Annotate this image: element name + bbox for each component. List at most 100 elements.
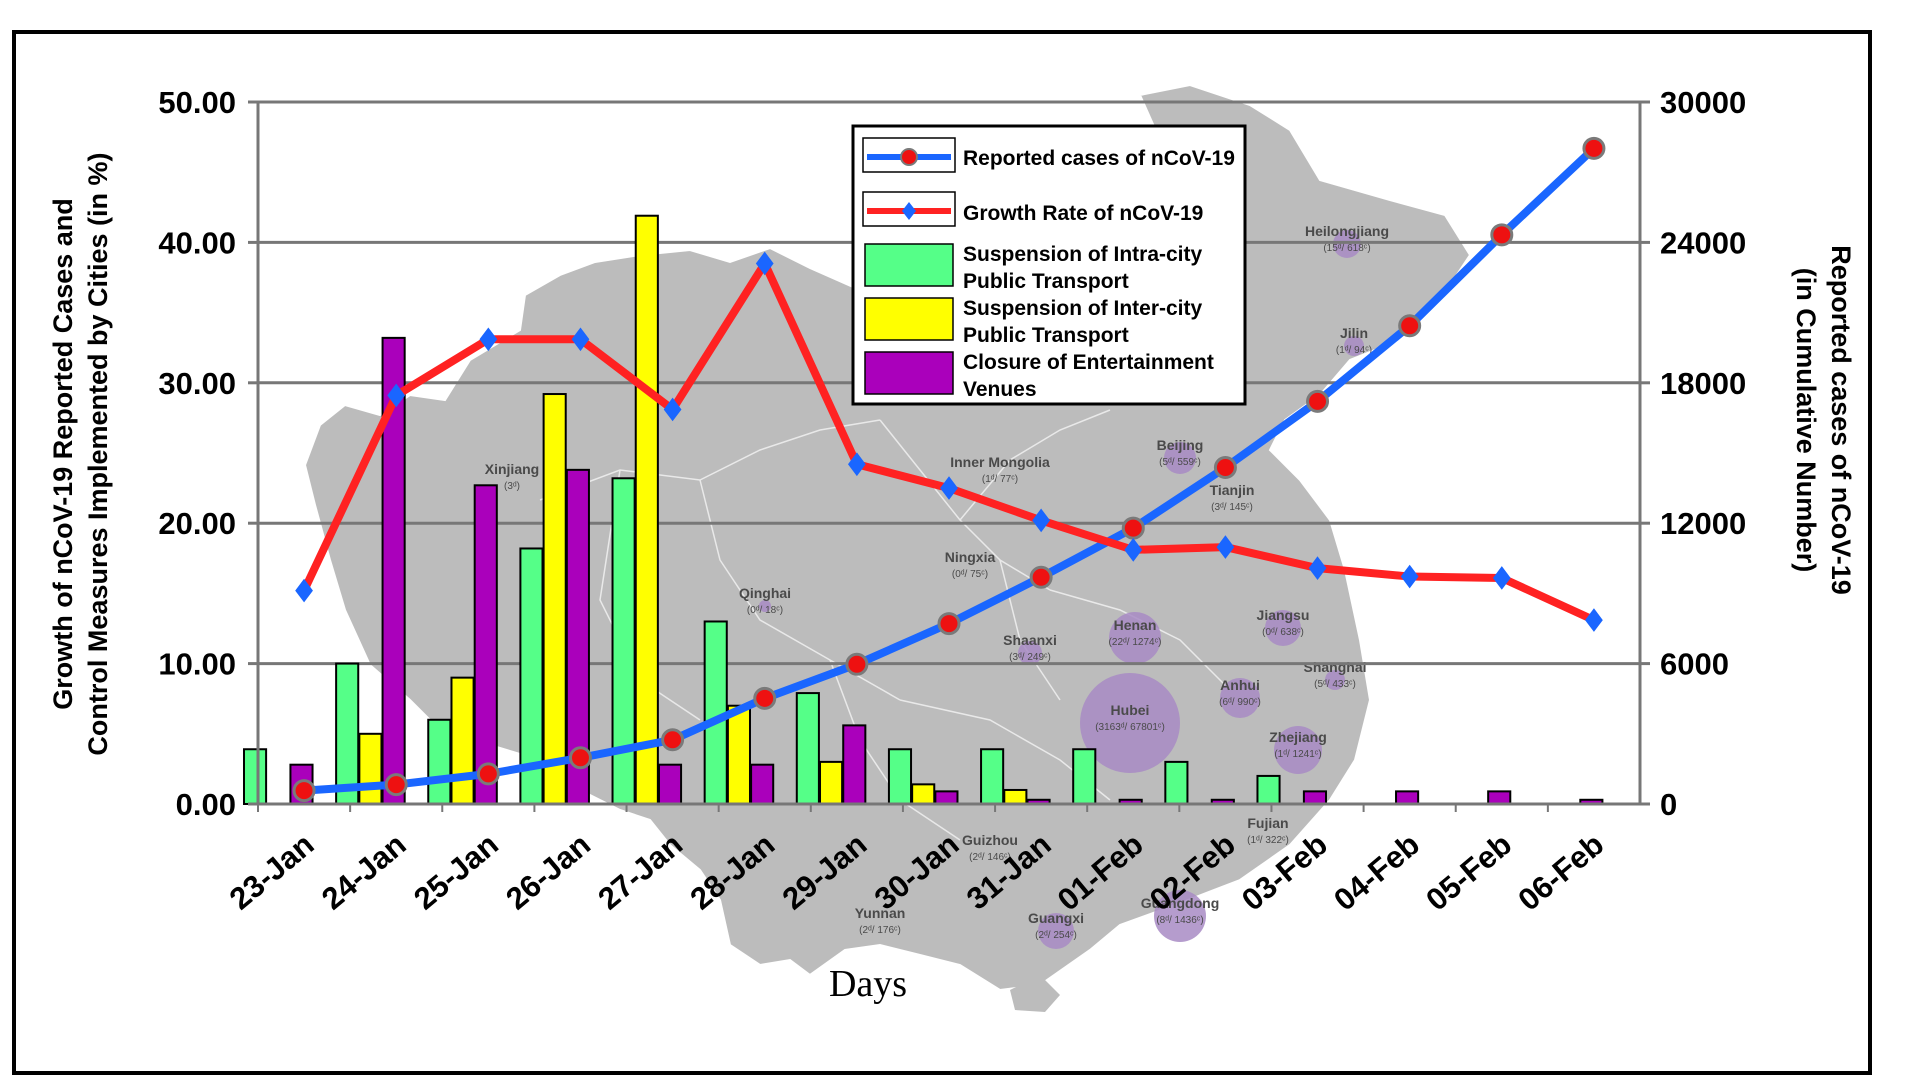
map-region-sublabel: (1ᵈ/ 1241ᶜ): [1274, 749, 1321, 760]
map-region-sublabel: (8ᵈ/ 1436ᶜ): [1156, 915, 1203, 926]
map-region-label: Yunnan: [855, 905, 906, 921]
marker-growth-rate: [571, 327, 590, 352]
legend-label-bar-line1: Suspension of Intra-city: [963, 243, 1203, 266]
bar-inter-city: [634, 214, 659, 805]
map-region-label: Ningxia: [945, 549, 996, 565]
map-bubble-shanghai: [1325, 670, 1345, 690]
marker-growth-rate: [295, 578, 313, 603]
y-right-tick-label: 30000: [1660, 85, 1746, 120]
map-region-sublabel: (0ᵈ/ 75ᶜ): [952, 569, 988, 580]
marker-growth-rate: [755, 251, 774, 276]
bar-entertainment: [1395, 790, 1420, 806]
map-region-sublabel: (1ᵈ/ 322ᶜ): [1247, 835, 1289, 846]
map-region-sublabel: (5ᵈ/ 559ᶜ): [1159, 457, 1201, 468]
map-region-sublabel: (3ᵈ): [504, 481, 520, 492]
province-border: [999, 559, 1061, 701]
bar-entertainment: [1487, 790, 1512, 806]
bar-inter-city: [726, 704, 751, 805]
map-bubble-zhejiang: [1274, 726, 1322, 774]
map-region-label: Qinghai: [739, 585, 791, 601]
marker-growth-rate: [479, 327, 498, 352]
marker-growth-rate: [663, 397, 682, 422]
map-bubble-qinghai: [759, 600, 771, 612]
bar-entertainment: [1302, 790, 1328, 806]
map-region-sublabel: (15ᵈ/ 618ᶜ): [1323, 243, 1370, 254]
marker-reported-cases: [1029, 565, 1053, 589]
marker-growth-rate: [1124, 538, 1143, 562]
map-region-sublabel: (5ᵈ/ 433ᶜ): [1314, 679, 1356, 690]
marker-growth-rate: [847, 452, 866, 477]
map-region-label: Beijing: [1157, 437, 1204, 453]
legend-label-reported-cases: Reported cases of nCoV-19: [963, 147, 1235, 170]
province-border: [829, 659, 961, 841]
marker-growth-rate: [1400, 564, 1419, 589]
y-left-tick-label: 30.00: [158, 366, 236, 401]
bar-intra-city: [242, 748, 268, 806]
bar-inter-city: [819, 760, 844, 806]
marker-reported-cases: [292, 779, 316, 803]
marker-reported-cases: [384, 773, 408, 797]
lines: [292, 136, 1606, 803]
y-left-tick-label: 20.00: [158, 506, 236, 541]
x-tick-label: 27-Jan: [591, 827, 689, 917]
x-tick-label: 25-Jan: [407, 827, 505, 917]
legend-label-bar-line2: Venues: [963, 378, 1037, 401]
legend-swatch-growth-rate-marker: [902, 202, 916, 220]
map-region-sublabel: (2ᵈ/ 254ᶜ): [1035, 930, 1077, 941]
bar-entertainment: [750, 763, 775, 805]
province-border: [959, 409, 1111, 521]
legend-label-bar-line1: Suspension of Inter-city: [963, 297, 1203, 320]
marker-reported-cases: [476, 762, 500, 786]
map-region-sublabel: (2ᵈ/ 176ᶜ): [859, 925, 901, 936]
y-right-tick-label: 12000: [1660, 506, 1746, 541]
bar-intra-city: [427, 718, 452, 806]
map-region-label: Tianjin: [1210, 482, 1255, 498]
marker-reported-cases: [568, 746, 592, 770]
y-right-tick-label: 24000: [1660, 225, 1746, 260]
map-bubble-henan: [1109, 612, 1161, 664]
bar-entertainment: [934, 790, 959, 806]
map-region-label: Xinjiang: [485, 461, 539, 477]
map-region-sublabel: (1ᵈ/ 77ᶜ): [982, 474, 1018, 485]
map-bubble-guangxi: [1038, 913, 1074, 949]
x-tick-label: 06-Feb: [1511, 827, 1610, 918]
x-tick-label: 23-Jan: [223, 827, 321, 917]
x-tick-label: 05-Feb: [1419, 827, 1518, 918]
legend: Reported cases of nCoV-19 Growth Rate of …: [851, 124, 1247, 406]
y-axis-left-title-line1: Growth of nCoV-19 Reported Cases and: [48, 198, 78, 710]
marker-growth-rate: [387, 383, 406, 408]
map-region-label: Shaanxi: [1003, 632, 1057, 648]
map-region-label: Guangdong: [1141, 895, 1220, 911]
map-region-label: Guizhou: [962, 832, 1018, 848]
marker-growth-rate: [1492, 566, 1511, 590]
map-region-label: Jilin: [1340, 325, 1368, 341]
map-region-sublabel: (22ᵈ/ 1274ᶜ): [1109, 637, 1162, 648]
bar-entertainment: [473, 484, 498, 805]
map-region-sublabel: (3ᵈ/ 145ᶜ): [1211, 502, 1253, 513]
bar-inter-city: [358, 732, 383, 805]
bar-intra-city: [611, 477, 636, 805]
map-region-label: Zhejiang: [1269, 729, 1327, 745]
marker-growth-rate: [1308, 556, 1327, 580]
map-region-sublabel: (0ᵈ/ 18ᶜ): [747, 605, 783, 616]
bar-intra-city: [795, 692, 820, 805]
marker-growth-rate: [940, 476, 958, 500]
map-bubble-hubei: [1080, 673, 1180, 773]
x-axis-title: Days: [829, 963, 907, 1005]
bar-intra-city: [887, 748, 913, 806]
marker-reported-cases: [661, 728, 685, 752]
marker-growth-rate: [1216, 535, 1235, 559]
marker-reported-cases: [1582, 136, 1606, 160]
marker-reported-cases: [937, 612, 961, 636]
legend-swatch-bar: [864, 243, 954, 287]
bar-inter-city: [1003, 788, 1028, 806]
bar-inter-city: [911, 783, 936, 805]
map-region-label: Fujian: [1247, 815, 1288, 831]
map-region-sublabel: (6ᵈ/ 990ᶜ): [1219, 697, 1261, 708]
map-region-sublabel: (1ᵈ/ 94ᶜ): [1336, 345, 1372, 356]
map-bubble-shaanxi: [1018, 641, 1042, 665]
map-region-sublabel: (3ᵈ/ 249ᶜ): [1009, 652, 1051, 663]
bar-intra-city: [1164, 760, 1189, 806]
province-border: [539, 419, 881, 501]
